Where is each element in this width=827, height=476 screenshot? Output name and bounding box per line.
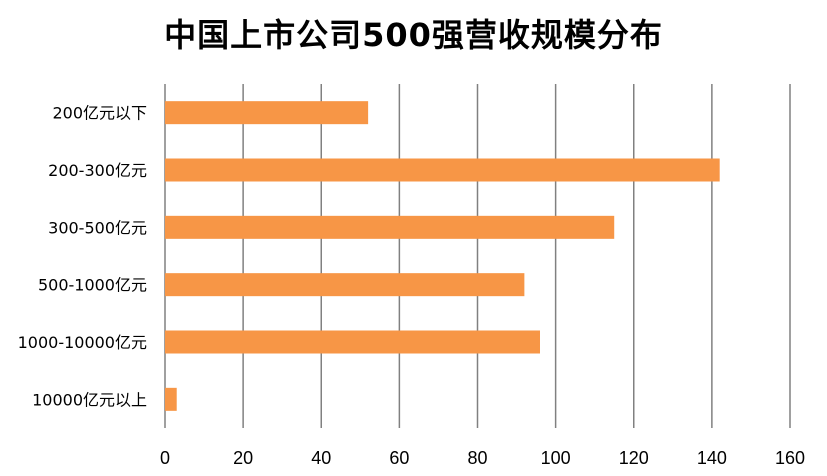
x-tick-label: 140 [697, 448, 727, 468]
bar [165, 215, 615, 239]
x-tick-label: 120 [619, 448, 649, 468]
category-label: 10000亿元以上 [32, 390, 147, 409]
bar [165, 101, 369, 125]
category-label: 200-300亿元 [48, 161, 147, 180]
bar [165, 273, 525, 297]
category-label: 200亿元以下 [52, 104, 147, 123]
bar [165, 387, 177, 411]
x-tick-label: 100 [541, 448, 571, 468]
bar [165, 158, 720, 182]
category-label: 300-500亿元 [48, 218, 147, 237]
bar [165, 330, 540, 354]
x-tick-label: 0 [160, 448, 170, 468]
x-tick-label: 60 [389, 448, 409, 468]
x-tick-label: 160 [775, 448, 805, 468]
x-tick-label: 80 [467, 448, 487, 468]
category-label: 1000-10000亿元 [18, 333, 147, 352]
chart-title: 中国上市公司500强营收规模分布 [164, 16, 663, 54]
category-labels: 200亿元以下 200-300亿元 300-500亿元 500-1000亿元 1000-… [18, 104, 147, 410]
x-tick-label: 40 [311, 448, 331, 468]
gridlines [164, 84, 791, 428]
category-label: 500-1000亿元 [38, 276, 147, 295]
x-tick-label: 20 [233, 448, 253, 468]
x-tick-labels: 0 20 40 60 80 100 120 140 160 [160, 448, 805, 468]
bars [165, 101, 720, 411]
